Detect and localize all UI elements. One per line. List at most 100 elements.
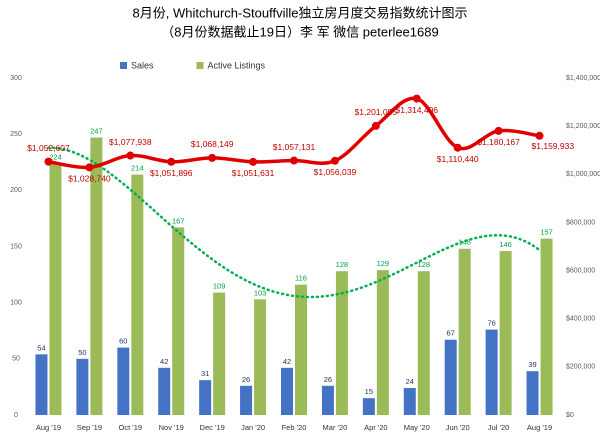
bar-value-label: 42 (160, 357, 168, 366)
price-point (330, 156, 339, 165)
y-tick-label: 0 (14, 412, 18, 419)
bar-value-label: 214 (131, 164, 144, 173)
y-tick-label: 300 (10, 75, 22, 82)
x-tick-label: Aug '19 (36, 423, 61, 432)
bar-value-label: 116 (295, 274, 307, 283)
x-tick-label: May '20 (404, 423, 430, 432)
x-tick-label: Jul '20 (488, 423, 509, 432)
price-label: $1,159,933 (532, 141, 575, 151)
bar-value-label: 109 (213, 282, 226, 291)
price-label: $1,068,149 (191, 139, 234, 149)
x-tick-label: Oct '19 (119, 423, 143, 432)
y2-tick-label: $600,000 (566, 267, 595, 274)
x-tick-label: Dec '19 (200, 423, 225, 432)
bar (335, 271, 348, 415)
legend-swatch (196, 62, 204, 69)
bar-value-label: 39 (528, 360, 536, 369)
chart-title: 8月份, Whitchurch-Stouffville独立房月度交易指数统计图示 (133, 5, 468, 20)
bar (76, 358, 89, 415)
price-point (249, 157, 258, 166)
y-tick-label: 50 (12, 356, 20, 363)
bar-value-label: 31 (201, 369, 209, 378)
y2-tick-label: $1,200,000 (566, 123, 600, 130)
bar (417, 271, 430, 415)
x-tick-label: Jan '20 (241, 423, 265, 432)
bar (458, 248, 471, 415)
x-tick-label: Jun '20 (446, 423, 470, 432)
price-point (44, 157, 53, 166)
bar (131, 174, 144, 415)
y2-tick-label: $800,000 (566, 219, 595, 226)
price-label: $1,180,167 (477, 137, 520, 147)
bar-value-label: 15 (365, 387, 373, 396)
y-tick-label: 100 (10, 300, 22, 307)
y2-tick-label: $200,000 (566, 364, 595, 371)
x-tick-label: Apr '20 (364, 423, 388, 432)
bar (540, 238, 553, 415)
bar-value-label: 26 (242, 375, 250, 384)
bar-value-label: 224 (49, 152, 62, 161)
price-point (126, 151, 135, 160)
bar-value-label: 67 (447, 329, 455, 338)
bar (240, 385, 253, 415)
bar (172, 227, 185, 415)
bar (281, 367, 293, 415)
bar-value-label: 247 (90, 127, 103, 136)
bar-value-label: 167 (172, 216, 185, 225)
price-label: $1,201,055 (355, 107, 398, 117)
bar-value-label: 146 (499, 240, 512, 249)
price-point (535, 131, 544, 140)
bar (499, 250, 512, 415)
price-label: $1,057,131 (273, 142, 316, 152)
bar (199, 380, 212, 415)
bar-value-label: 24 (406, 377, 414, 386)
bar (90, 137, 103, 415)
bar (158, 367, 171, 415)
y2-tick-label: $0 (566, 412, 574, 419)
bar-value-label: 128 (336, 260, 349, 269)
x-tick-label: Aug '19 (527, 423, 552, 432)
price-label: $1,051,631 (232, 168, 275, 178)
price-point (494, 126, 503, 135)
price-point (453, 143, 462, 152)
y2-tick-label: $1,000,000 (566, 171, 600, 178)
price-label: $1,052,607 (27, 143, 70, 153)
bar (117, 347, 130, 415)
x-tick-label: Feb '20 (282, 423, 307, 432)
bar-value-label: 148 (458, 238, 471, 247)
price-label: $1,314,406 (395, 105, 438, 115)
price-point (371, 121, 380, 130)
price-label: $1,077,938 (109, 137, 152, 147)
y-tick-label: 150 (10, 243, 22, 250)
bar-value-label: 129 (377, 259, 390, 268)
price-point (412, 94, 421, 103)
trendline (47, 146, 541, 299)
x-tick-label: Mar '20 (323, 423, 348, 432)
bar (485, 329, 498, 415)
bar (213, 292, 226, 415)
bar (403, 388, 416, 415)
bar-value-label: 54 (37, 343, 45, 352)
bar-value-label: 157 (540, 228, 553, 237)
bar-value-label: 42 (283, 357, 291, 366)
y2-tick-label: $400,000 (566, 316, 595, 323)
bar (35, 354, 48, 415)
bar-value-label: 50 (78, 348, 86, 357)
price-point (167, 157, 176, 166)
x-tick-label: Sep '19 (77, 423, 102, 432)
bar (376, 270, 389, 415)
bar-value-label: 103 (254, 288, 267, 297)
legend-swatch (120, 62, 127, 69)
chart-subtitle: （8月份数据截止19日）李 军 微信 peterlee1689 (161, 24, 438, 39)
legend-label: Sales (131, 60, 154, 70)
y-tick-label: 200 (10, 187, 22, 194)
price-point (290, 156, 298, 165)
y2-tick-label: $1,400,000 (566, 75, 600, 82)
bar (295, 284, 307, 415)
price-point (85, 163, 94, 172)
bar (526, 371, 539, 415)
price-label: $1,056,039 (314, 167, 357, 177)
price-point (208, 153, 217, 162)
bar (321, 385, 334, 415)
